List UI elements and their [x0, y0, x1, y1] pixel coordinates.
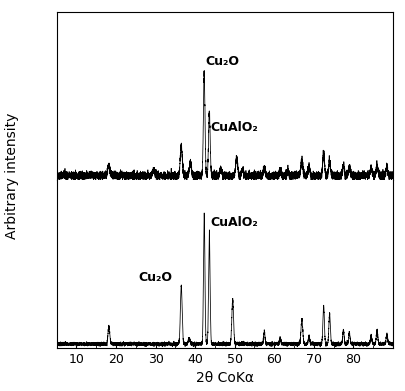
Text: Arbitrary intensity: Arbitrary intensity [5, 113, 19, 239]
Text: CuAlO₂: CuAlO₂ [210, 215, 258, 229]
Text: Cu₂O: Cu₂O [205, 56, 239, 68]
Text: CuAlO₂: CuAlO₂ [210, 121, 258, 134]
X-axis label: 2θ CoKα: 2θ CoKα [196, 371, 254, 386]
Text: Cu₂O: Cu₂O [138, 271, 172, 283]
